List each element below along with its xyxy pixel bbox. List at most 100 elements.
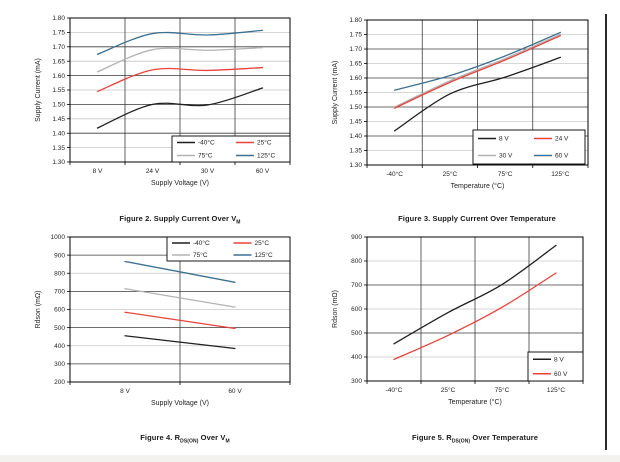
legend-box [166,236,291,262]
y-tick-label: 900 [351,234,362,241]
x-tick-label: 60 V [228,388,242,395]
legend-label: 30 V [499,153,513,160]
y-axis-title: Rdson (mΩ) [332,290,339,328]
y-tick-label: 1.30 [52,159,65,166]
series-line-1 [393,272,557,361]
y-tick-label: 500 [351,330,362,337]
y-tick-label: 1.45 [52,116,65,123]
figure-4-caption: Figure 4. RDS(ON) Over VM [25,433,345,445]
legend-label: -40°C [193,239,210,247]
y-tick-label: 1.75 [349,32,362,39]
x-tick-label: 24 V [146,168,160,175]
y-tick-label: 300 [54,361,65,368]
series-line-3 [124,260,236,283]
y-tick-label: 1.75 [52,30,65,37]
y-tick-label: 1000 [51,234,66,241]
legend-label: 75°C [193,251,208,259]
legend-box [472,129,586,165]
legend-label: 24 V [555,136,569,143]
y-tick-label: 1.45 [349,119,362,126]
y-tick-label: 1.65 [52,58,65,65]
y-tick-label: 1.40 [349,133,362,140]
x-tick-label: 8 V [93,168,103,175]
caption-text: Figure 4. R [140,433,181,442]
series-line-1 [124,311,236,330]
y-tick-label: 200 [54,379,65,386]
legend-label: 25°C [257,139,272,147]
caption-text: Figure 3. Supply Current Over Temperatur… [398,214,556,223]
y-tick-label: 1.30 [349,162,362,169]
y-tick-label: 900 [54,252,65,259]
legend-label: 125°C [257,152,275,160]
series-line-1 [393,35,562,109]
caption-subscript: DS(ON) [180,438,199,445]
legend-label: 25°C [255,239,270,247]
y-tick-label: 1.35 [52,145,65,152]
legend-label: 75°C [198,152,213,160]
series-line-0 [393,244,557,345]
legend-label: 8 V [554,356,564,363]
x-tick-label: 25°C [443,170,458,178]
legend-label: 8 V [499,136,509,143]
legend-label: 60 V [555,153,569,160]
series-line-0 [96,87,264,129]
legend-label: 125°C [255,251,273,259]
caption-subscript: M [225,438,230,445]
x-axis-title: Temperature (°C) [451,182,505,190]
y-tick-label: 800 [54,270,65,277]
figure-2-caption: Figure 2. Supply Current Over VM [20,214,340,226]
page-edge-line [605,14,607,450]
caption-text: Figure 2. Supply Current Over V [119,214,237,223]
y-tick-label: 800 [351,258,362,265]
x-tick-label: 125°C [551,170,569,178]
y-tick-label: 1.70 [349,46,362,53]
x-tick-label: 75°C [495,386,510,394]
y-axis-title: Supply Current (mA) [35,58,42,122]
y-tick-label: 1.80 [52,15,65,22]
y-tick-label: 400 [54,343,65,350]
y-tick-label: 1.70 [52,44,65,51]
page-bottom-strip [0,455,620,462]
y-tick-label: 1.55 [349,90,362,97]
figure-3-caption: Figure 3. Supply Current Over Temperatur… [317,214,620,226]
series-line-0 [393,56,562,132]
x-tick-label: 125°C [547,386,565,394]
x-tick-label: 8 V [120,388,130,395]
figure-5-caption: Figure 5. RDS(ON) Over Temperature [315,433,620,445]
y-tick-label: 1.60 [349,75,362,82]
y-tick-label: 1.50 [349,104,362,111]
x-tick-label: 30 V [201,168,215,175]
y-tick-label: 1.60 [52,73,65,80]
y-tick-label: 1.35 [349,148,362,155]
series-line-3 [393,31,562,91]
caption-text: Over V [198,433,226,442]
x-tick-label: 60 V [256,168,270,175]
y-tick-label: 400 [351,354,362,361]
y-tick-label: 1.40 [52,130,65,137]
y-tick-label: 1.65 [349,61,362,68]
legend-label: 60 V [554,371,568,378]
series-line-0 [124,335,236,350]
y-axis-title: Supply Current (mA) [332,61,339,125]
legend-box [527,351,584,382]
y-tick-label: 1.80 [349,17,362,24]
series-line-1 [96,66,264,93]
x-tick-label: 25°C [441,386,456,394]
y-tick-label: 600 [351,306,362,313]
caption-subscript: DS(ON) [451,438,471,445]
legend-label: -40°C [198,139,215,147]
caption-text: Over Temperature [470,433,539,442]
x-axis-title: Supply Voltage (V) [151,400,209,407]
series-line-2 [393,33,562,108]
x-tick-label: -40°C [386,386,403,394]
x-tick-label: 75°C [498,170,513,178]
caption-text: Figure 5. R [411,433,452,442]
y-axis-title: Rdson (mΩ) [35,291,42,329]
y-tick-label: 1.55 [52,87,65,94]
series-line-3 [96,29,264,55]
